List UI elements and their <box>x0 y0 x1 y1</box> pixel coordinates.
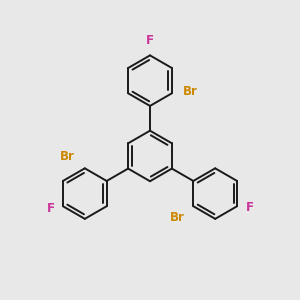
Text: Br: Br <box>183 85 198 98</box>
Text: F: F <box>146 34 154 47</box>
Text: F: F <box>245 201 253 214</box>
Text: F: F <box>46 202 55 215</box>
Text: Br: Br <box>59 150 74 163</box>
Text: Br: Br <box>169 211 184 224</box>
